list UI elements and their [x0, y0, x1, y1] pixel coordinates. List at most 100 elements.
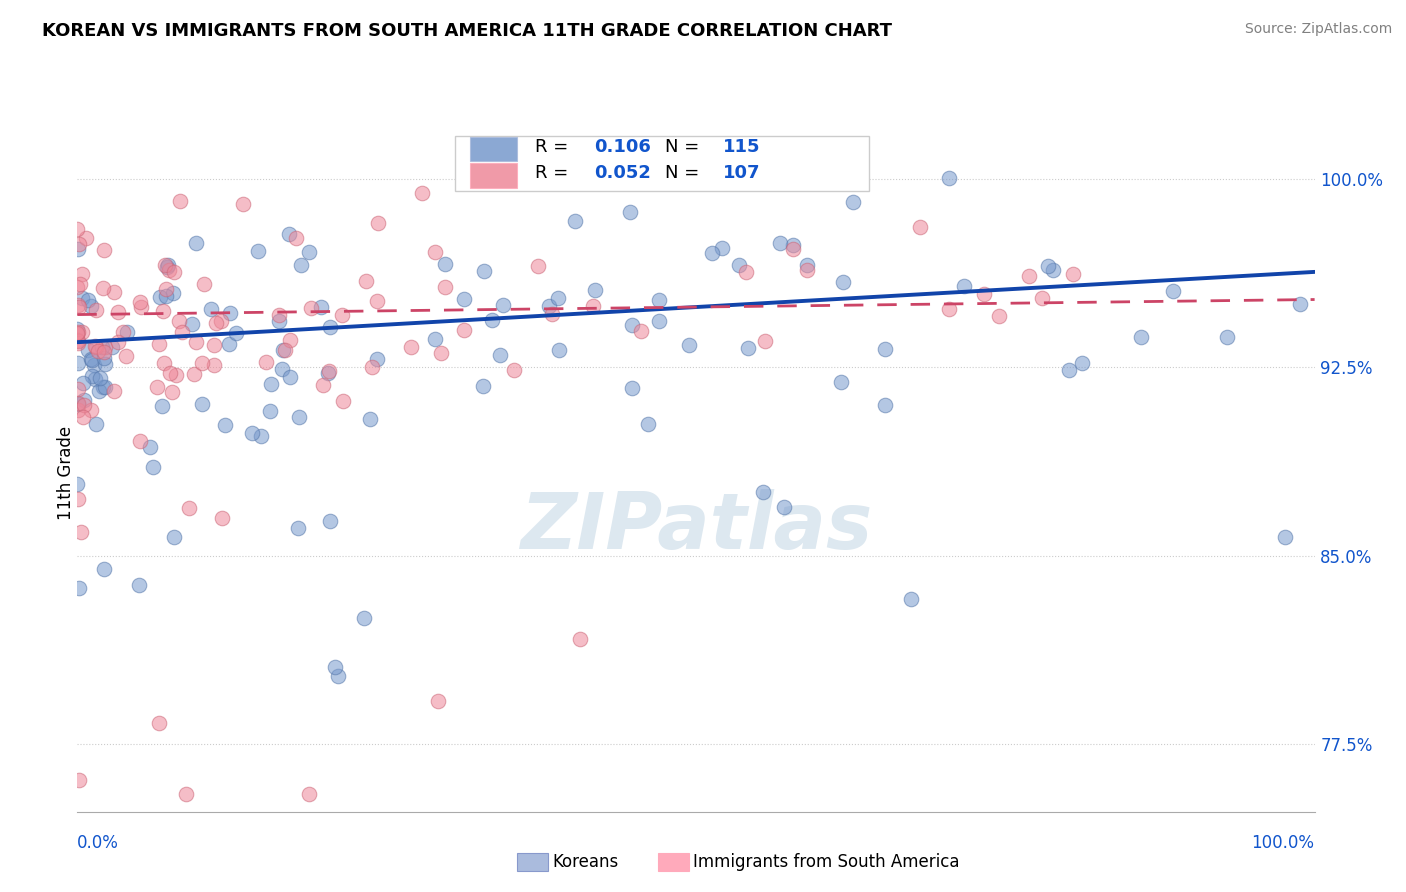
- Point: [83, 358, 105, 372]
- Point: [637, 417, 659, 431]
- Point: [157, 258, 180, 272]
- Point: [163, 265, 186, 279]
- Text: N =: N =: [665, 164, 704, 182]
- Point: [101, 340, 124, 354]
- Text: 0.052: 0.052: [595, 164, 651, 182]
- Point: [179, 501, 201, 516]
- Point: [247, 244, 270, 258]
- Point: [540, 307, 562, 321]
- Point: [103, 285, 125, 299]
- Point: [269, 309, 291, 323]
- Point: [769, 235, 792, 250]
- Point: [218, 306, 240, 320]
- Point: [70, 292, 93, 306]
- Point: [938, 301, 960, 316]
- Point: [148, 336, 170, 351]
- Point: [94, 340, 117, 354]
- Point: [67, 396, 90, 410]
- Point: [93, 562, 115, 576]
- Point: [76, 343, 98, 358]
- Point: [191, 397, 214, 411]
- Point: [259, 403, 281, 417]
- Point: [260, 377, 283, 392]
- Point: [312, 378, 335, 392]
- Point: [311, 300, 333, 314]
- Point: [94, 380, 117, 394]
- Point: [782, 242, 804, 256]
- Point: [67, 581, 90, 595]
- Point: [193, 277, 215, 292]
- Point: [93, 344, 115, 359]
- Point: [411, 186, 433, 200]
- Point: [149, 291, 172, 305]
- Point: [155, 282, 177, 296]
- Point: [204, 359, 226, 373]
- Point: [841, 195, 863, 210]
- Point: [503, 363, 526, 377]
- Point: [72, 410, 94, 425]
- Point: [298, 787, 321, 801]
- Point: [232, 197, 254, 211]
- Point: [538, 299, 561, 313]
- FancyBboxPatch shape: [454, 136, 869, 192]
- Point: [66, 322, 89, 336]
- Point: [73, 398, 96, 412]
- Point: [157, 263, 180, 277]
- Point: [200, 301, 222, 316]
- Point: [183, 368, 205, 382]
- Text: KOREAN VS IMMIGRANTS FROM SOUTH AMERICA 11TH GRADE CORRELATION CHART: KOREAN VS IMMIGRANTS FROM SOUTH AMERICA …: [42, 22, 893, 40]
- Point: [474, 264, 496, 278]
- Y-axis label: 11th Grade: 11th Grade: [58, 425, 75, 520]
- Point: [155, 289, 177, 303]
- Point: [564, 213, 586, 227]
- Point: [218, 337, 240, 351]
- Point: [1031, 291, 1053, 305]
- Point: [366, 294, 388, 309]
- Point: [873, 342, 896, 356]
- Point: [66, 222, 89, 236]
- Point: [1018, 269, 1040, 284]
- Point: [181, 317, 204, 331]
- Text: Immigrants from South America: Immigrants from South America: [693, 853, 960, 871]
- Point: [330, 308, 353, 322]
- Point: [453, 323, 475, 337]
- Point: [66, 279, 89, 293]
- Point: [184, 236, 207, 251]
- Point: [174, 787, 197, 801]
- Point: [288, 410, 311, 425]
- Point: [328, 669, 350, 683]
- Point: [72, 376, 94, 390]
- Point: [128, 578, 150, 592]
- Point: [423, 332, 446, 346]
- Point: [773, 500, 796, 515]
- Point: [727, 258, 749, 272]
- Point: [1216, 330, 1239, 344]
- Point: [94, 357, 117, 371]
- Point: [89, 371, 111, 385]
- Point: [129, 434, 152, 449]
- Point: [115, 326, 138, 340]
- Text: Koreans: Koreans: [553, 853, 619, 871]
- Point: [70, 524, 93, 539]
- Point: [1288, 296, 1310, 310]
- Point: [796, 262, 818, 277]
- Point: [66, 333, 89, 347]
- Point: [66, 327, 89, 342]
- Point: [900, 592, 922, 607]
- Point: [75, 231, 97, 245]
- Point: [399, 340, 422, 354]
- Point: [83, 339, 105, 353]
- FancyBboxPatch shape: [470, 137, 516, 161]
- Point: [910, 220, 932, 235]
- Point: [66, 325, 89, 339]
- Point: [150, 399, 173, 413]
- Point: [111, 325, 134, 339]
- Point: [299, 301, 322, 315]
- Point: [290, 258, 312, 272]
- Point: [274, 343, 297, 358]
- Point: [737, 341, 759, 355]
- Point: [332, 394, 354, 409]
- Point: [84, 303, 107, 318]
- Text: 107: 107: [723, 164, 761, 182]
- Point: [453, 292, 475, 306]
